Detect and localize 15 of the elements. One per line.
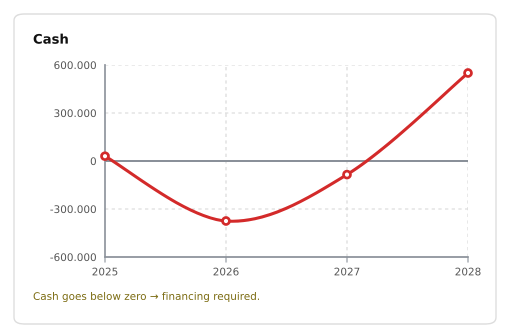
point <box>221 216 231 226</box>
y-tick-label: 600.000 <box>54 61 96 70</box>
x-tick-label: 2025 <box>92 268 118 276</box>
x-tick-label: 2026 <box>214 268 239 276</box>
point <box>100 151 110 162</box>
point <box>463 68 473 78</box>
chart-title: Cash <box>34 34 68 44</box>
point <box>342 170 352 180</box>
y-tick-label: -300.000 <box>50 205 96 214</box>
y-tick-label: 300.000 <box>54 109 96 118</box>
x-tick-label: 2027 <box>334 268 360 276</box>
y-tick-label: -600.000 <box>50 253 96 262</box>
text: Cash goes below zero → financing required. <box>34 292 260 302</box>
y-tick-label: 0 <box>90 157 96 166</box>
x-tick-label: 2028 <box>456 268 481 276</box>
